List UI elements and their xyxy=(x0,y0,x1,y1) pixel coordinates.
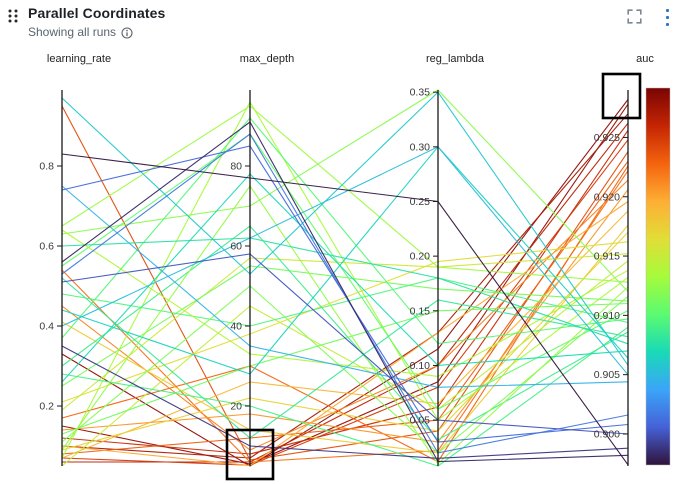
kebab-dot xyxy=(665,23,669,26)
run-line[interactable] xyxy=(61,113,629,459)
axis-auc[interactable]: 0.900 0.905 0.910 0.915 0.920 0.925 auc xyxy=(594,53,655,466)
run-line[interactable] xyxy=(61,165,629,463)
tick-label: 0.05 xyxy=(410,415,431,427)
run-line[interactable] xyxy=(61,91,629,366)
tick-label: 60 xyxy=(230,241,242,253)
fullscreen-icon[interactable] xyxy=(627,9,642,24)
kebab-menu-icon[interactable] xyxy=(661,8,673,27)
run-line[interactable] xyxy=(61,170,629,463)
tick-label: 0.4 xyxy=(39,321,54,333)
run-line[interactable] xyxy=(61,189,629,443)
run-line[interactable] xyxy=(61,153,629,466)
run-line[interactable] xyxy=(61,129,629,455)
tick-label: 0.15 xyxy=(410,305,431,317)
axis-reg_lambda[interactable]: 0.05 0.10 0.15 0.20 0.25 0.30 0.35 reg_lambda xyxy=(410,53,485,466)
kebab-dot xyxy=(665,9,669,12)
run-line[interactable] xyxy=(61,160,629,455)
run-line[interactable] xyxy=(61,229,629,377)
run-line[interactable] xyxy=(61,117,629,345)
panel-subtitle: Showing all runs xyxy=(28,25,117,39)
tick-label: 0.925 xyxy=(594,132,620,144)
colorbar xyxy=(645,87,671,466)
kebab-dot xyxy=(665,16,669,19)
run-line[interactable] xyxy=(61,265,629,387)
run-line[interactable] xyxy=(61,146,629,376)
tick-label: 0.910 xyxy=(594,310,620,322)
axis-title-max_depth: max_depth xyxy=(240,53,294,65)
run-line[interactable] xyxy=(61,89,629,292)
tick-label: 0.905 xyxy=(594,369,620,381)
tick-label: 0.6 xyxy=(39,241,54,253)
run-line[interactable] xyxy=(61,277,629,439)
axis-title-auc: auc xyxy=(636,53,654,65)
tick-label: 0.35 xyxy=(410,87,431,99)
run-line[interactable] xyxy=(61,253,629,435)
tick-label: 0.25 xyxy=(410,196,431,208)
axis-title-reg_lambda: reg_lambda xyxy=(426,53,485,65)
tick-label: 0.8 xyxy=(39,161,54,173)
run-line[interactable] xyxy=(61,260,629,467)
axis-title-learning_rate: learning_rate xyxy=(47,53,111,65)
run-line[interactable] xyxy=(61,326,629,467)
tick-label: 0.30 xyxy=(410,141,431,153)
run-line[interactable] xyxy=(61,225,629,441)
selection-rectangle[interactable] xyxy=(225,428,275,481)
drag-handle-icon[interactable] xyxy=(8,9,18,23)
run-line[interactable] xyxy=(61,103,629,465)
panel-title: Parallel Coordinates xyxy=(28,5,166,21)
selection-rectangle[interactable] xyxy=(601,72,642,120)
run-line[interactable] xyxy=(61,173,629,383)
tick-label: 0.2 xyxy=(39,401,54,413)
tick-label: 0.20 xyxy=(410,251,431,263)
run-line[interactable] xyxy=(61,224,629,454)
axis-max_depth[interactable]: 20 40 60 80 max_depth xyxy=(230,53,294,466)
run-line[interactable] xyxy=(61,185,629,465)
tick-label: 20 xyxy=(230,401,242,413)
run-lines xyxy=(61,89,629,467)
run-line[interactable] xyxy=(61,345,629,459)
run-line[interactable] xyxy=(61,201,629,467)
tick-label: 80 xyxy=(230,161,242,173)
run-line[interactable] xyxy=(61,179,629,451)
run-line[interactable] xyxy=(61,105,629,283)
run-line[interactable] xyxy=(61,302,629,435)
run-line[interactable] xyxy=(61,99,629,467)
run-line[interactable] xyxy=(61,133,629,454)
run-line[interactable] xyxy=(61,145,629,375)
tick-label: 40 xyxy=(230,321,242,333)
tick-label: 0.10 xyxy=(410,360,431,372)
run-line[interactable] xyxy=(61,139,629,466)
run-line[interactable] xyxy=(61,237,629,345)
axis-learning_rate[interactable]: 0.2 0.4 0.6 0.8 learning_rate xyxy=(39,53,111,466)
run-line[interactable] xyxy=(61,185,629,388)
info-icon[interactable] xyxy=(121,26,133,39)
tick-label: 0.920 xyxy=(594,191,620,203)
run-line[interactable] xyxy=(61,121,629,463)
run-line[interactable] xyxy=(61,133,629,410)
run-line[interactable] xyxy=(61,277,629,327)
tick-label: 0.915 xyxy=(594,251,620,263)
tick-label: 0.900 xyxy=(594,428,620,440)
